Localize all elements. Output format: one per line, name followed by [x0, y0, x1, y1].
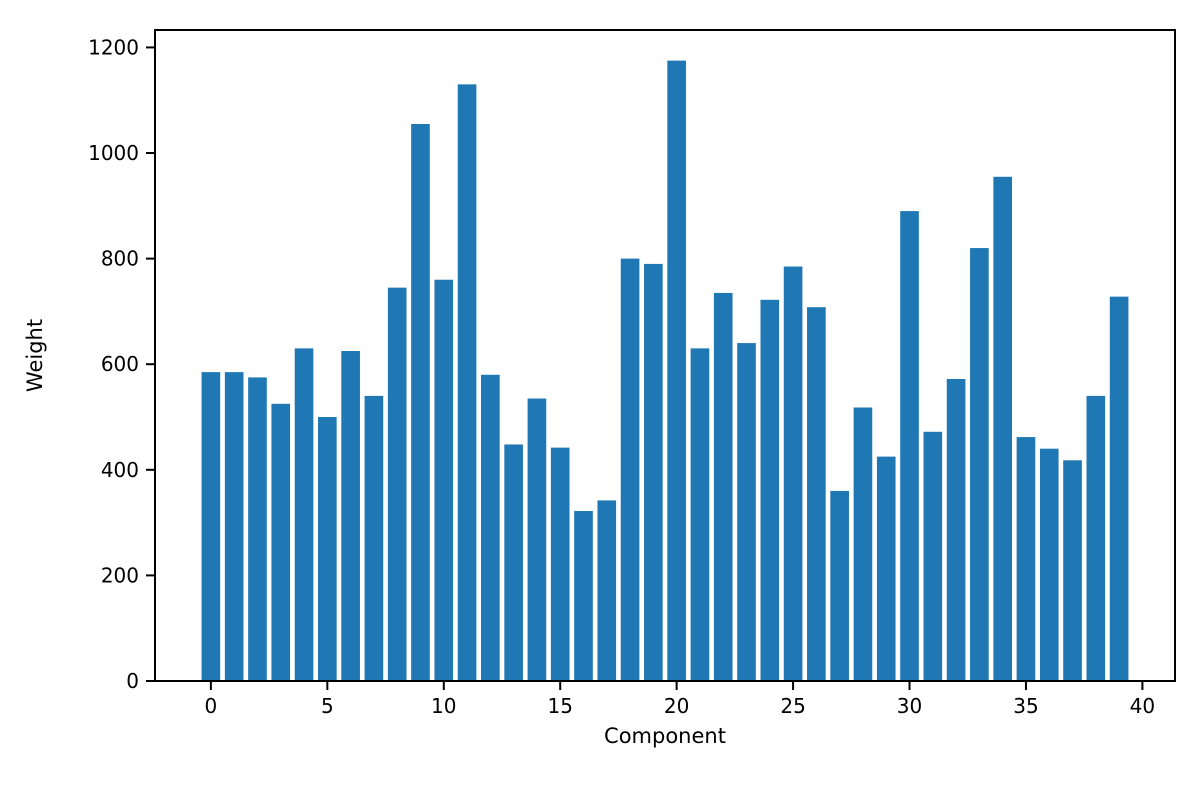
bar [690, 348, 710, 681]
bar [271, 403, 291, 681]
bar [970, 248, 989, 681]
bar [1039, 448, 1059, 681]
bar [993, 176, 1012, 681]
bar [1063, 460, 1082, 681]
y-tick-label: 600 [101, 352, 139, 376]
bar [760, 299, 780, 681]
bar [574, 510, 593, 681]
bar [853, 407, 873, 681]
bar [411, 123, 430, 682]
bar [457, 84, 477, 681]
bar [1109, 296, 1129, 681]
x-axis-label: Component [604, 724, 726, 748]
x-tick-label: 25 [780, 694, 805, 718]
bar [434, 279, 454, 681]
bar [830, 490, 849, 681]
x-tick-label: 40 [1130, 694, 1155, 718]
bar [1086, 395, 1106, 681]
x-tick-label: 5 [321, 694, 334, 718]
bar [876, 456, 896, 681]
bar [294, 348, 314, 681]
bar [900, 211, 919, 681]
x-tick-label: 20 [664, 694, 689, 718]
bar [550, 447, 570, 681]
bar [481, 374, 500, 681]
bar [1016, 437, 1036, 681]
bar [224, 372, 244, 681]
y-tick-label: 0 [126, 669, 139, 693]
axes-spines [154, 29, 1176, 682]
bar [318, 417, 337, 681]
x-tick-label: 15 [547, 694, 572, 718]
bar [946, 379, 966, 681]
bar [713, 292, 733, 681]
y-tick-label: 800 [101, 247, 139, 271]
bar [201, 372, 221, 681]
plot-border [154, 29, 1176, 682]
bar [620, 258, 640, 681]
x-tick-label: 0 [205, 694, 218, 718]
bar [248, 377, 267, 681]
bar [783, 266, 803, 681]
bar [341, 351, 360, 681]
bar [737, 343, 756, 681]
y-tick-label: 1000 [88, 141, 139, 165]
bar [597, 500, 617, 681]
bar [923, 431, 943, 681]
bar [527, 398, 547, 681]
bar [504, 444, 523, 681]
y-tick-label: 1200 [88, 35, 139, 59]
bars-group [201, 60, 1129, 682]
bar [807, 307, 826, 681]
bar [644, 263, 663, 681]
bar [364, 395, 384, 681]
x-tick-label: 10 [431, 694, 456, 718]
bar [667, 60, 686, 682]
y-tick-label: 200 [101, 563, 139, 587]
x-tick-label: 35 [1013, 694, 1038, 718]
bar [387, 287, 407, 681]
y-axis-label: Weight [23, 319, 47, 392]
x-tick-label: 30 [897, 694, 922, 718]
y-tick-label: 400 [101, 458, 139, 482]
